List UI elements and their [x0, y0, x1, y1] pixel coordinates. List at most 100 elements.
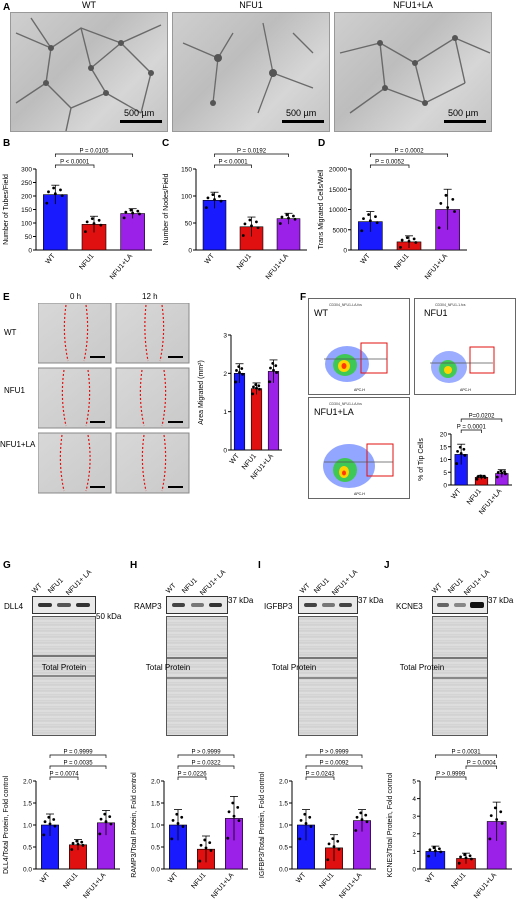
chart-B-tick-label: 300 — [21, 167, 32, 174]
chart-B-xlabel-2: NFU1+LA — [109, 253, 134, 280]
chart-D-xlabel-1: NFU1 — [393, 253, 410, 272]
chart-I-point — [360, 818, 364, 821]
chart-F-point — [463, 454, 467, 457]
h-total-gel — [166, 616, 228, 736]
chart-H-point — [198, 859, 202, 863]
chart-J-bracket-0 — [434, 776, 467, 780]
chart-B-tick-label: 200 — [21, 194, 32, 201]
chart-I-point — [326, 858, 330, 862]
chart-F-tick-label: 20 — [440, 432, 448, 439]
tube-network-wt — [15, 17, 162, 131]
chart-H-point — [176, 822, 180, 825]
chart-E-ylabel: Area Migrated (mm²) — [198, 360, 205, 425]
chart-F-point — [458, 445, 462, 449]
chart-I-xlabel-1: NFU1 — [318, 872, 335, 891]
chart-G-point — [47, 815, 51, 819]
chart-F-point — [483, 476, 487, 479]
facs-xaxis-nfu1la: APC-H — [354, 492, 365, 496]
chart-I-xlabel-0: WT — [295, 871, 308, 884]
chart-C-tick-label: 0 — [188, 248, 192, 255]
chart-I-ylabel: IGFBP3/Total Protein, Fold control — [259, 771, 266, 878]
chart-C-point — [204, 206, 208, 210]
facs-gate-nfu1: CD304_NFU1-1.fcs — [435, 303, 466, 307]
chart-E-point — [269, 366, 272, 370]
chart-J-bracket-1 — [465, 765, 498, 769]
chart-B-pvalue-0: P < 0.0001 — [60, 160, 90, 166]
facs-gate-nfu1la: CD304_NFU1-LA.fcs — [329, 402, 362, 406]
chart-b: Number of Tubes/Field 0 50 100 150 200 250 300 W… — [3, 149, 152, 280]
chart-D-point — [368, 219, 372, 223]
chart-D-ylabel: Trans Migrated Cells/Well — [318, 169, 325, 249]
facs-name-nfu1: NFU1 — [424, 308, 448, 318]
chart-B-xlabel-0: WT — [45, 252, 58, 265]
chart-B-point — [53, 192, 57, 196]
chart-g: DLL4/Total Protein, Fold control 0.0 0.5 1.… — [3, 750, 120, 899]
chart-E-point — [254, 383, 258, 387]
chart-J-xlabel-1: NFU1 — [450, 872, 467, 891]
chart-J-point — [439, 850, 443, 854]
scale-bar-a2 — [282, 120, 324, 123]
chart-J-point — [438, 847, 441, 851]
chart-C-point — [278, 222, 282, 225]
panel-label-h: H — [130, 560, 138, 571]
i-kda: 37 kDa — [358, 596, 384, 605]
chart-B-point — [85, 220, 89, 224]
chart-E-point — [271, 361, 275, 365]
chart-B-tick-label: 100 — [21, 221, 32, 228]
chart-F-tick-label: 10 — [440, 457, 448, 464]
e-row-nfu1: NFU1 — [4, 386, 25, 395]
chart-D-point — [405, 236, 409, 240]
chart-G-point — [81, 843, 85, 847]
chart-E-bar-1 — [250, 388, 263, 451]
chart-H-tick-label: 2.0 — [151, 779, 160, 786]
chart-I-tick-label: 2.0 — [279, 779, 288, 786]
chart-B-point — [45, 201, 49, 205]
chart-G-bracket-2 — [49, 754, 107, 758]
chart-B-tick-label: 150 — [21, 207, 32, 214]
h-total-label: Total Protein — [145, 663, 191, 672]
chart-B-point — [124, 210, 128, 214]
chart-E-point — [272, 368, 275, 372]
facs-scatter-nfu1la: CD304_NFU1-LA.fcs APC-H — [323, 402, 394, 496]
chart-G-tick-label: 0.0 — [23, 867, 32, 874]
chart-G-pvalue-0: P = 0.0074 — [49, 772, 79, 778]
chart-G-pvalue-2: P = 0.9999 — [63, 750, 93, 756]
chart-H-point — [209, 849, 213, 852]
chart-H-point — [204, 846, 208, 850]
chart-I-pvalue-0: P = 0.0243 — [305, 772, 335, 778]
chart-F-point — [499, 469, 503, 473]
chart-C-xlabel-0: WT — [204, 252, 217, 265]
chart-C-tick-label: 150 — [181, 167, 192, 174]
chart-G-point — [75, 839, 79, 843]
chart-C-pvalue-0: P < 0.0001 — [218, 160, 248, 166]
chart-I-pvalue-1: P = 0.0092 — [319, 761, 349, 767]
chart-J-bracket-2 — [434, 754, 498, 758]
chart-F-tick-label: 5 — [443, 470, 447, 477]
chart-F-point — [495, 475, 499, 479]
tube-network-nfu1 — [182, 22, 314, 114]
i-lane-nfu1la: NFU1+ LA — [331, 568, 360, 597]
panel-label-f: F — [300, 292, 307, 303]
chart-G-bracket-1 — [49, 765, 107, 769]
g-total-label: Total Protein — [41, 663, 87, 672]
chart-H-tick-label: 1.5 — [151, 801, 160, 808]
chart-C-point — [218, 194, 221, 198]
chart-D-xlabel-0: WT — [360, 252, 373, 265]
chart-E-point — [234, 380, 238, 384]
facs-plot-wt: CD304_NFU1-LA.fcs APC-H — [308, 298, 410, 395]
tube-network-nfu1la — [339, 35, 491, 114]
chart-J-point — [459, 855, 462, 859]
chart-C-point — [293, 217, 297, 221]
i-total-label: Total Protein — [271, 663, 317, 672]
j-blot-band — [432, 596, 488, 614]
j-total-label: Total Protein — [399, 663, 445, 672]
chart-H-tick-label: 0.0 — [151, 867, 160, 874]
chart-G-point — [43, 820, 47, 824]
h-blot-band — [166, 596, 228, 614]
chart-D-bracket-0 — [369, 164, 410, 168]
chart-I-point — [364, 813, 368, 817]
chart-C-xlabel-1: NFU1 — [236, 253, 253, 272]
i-blot-band — [298, 596, 358, 614]
chart-E-point — [275, 371, 278, 374]
